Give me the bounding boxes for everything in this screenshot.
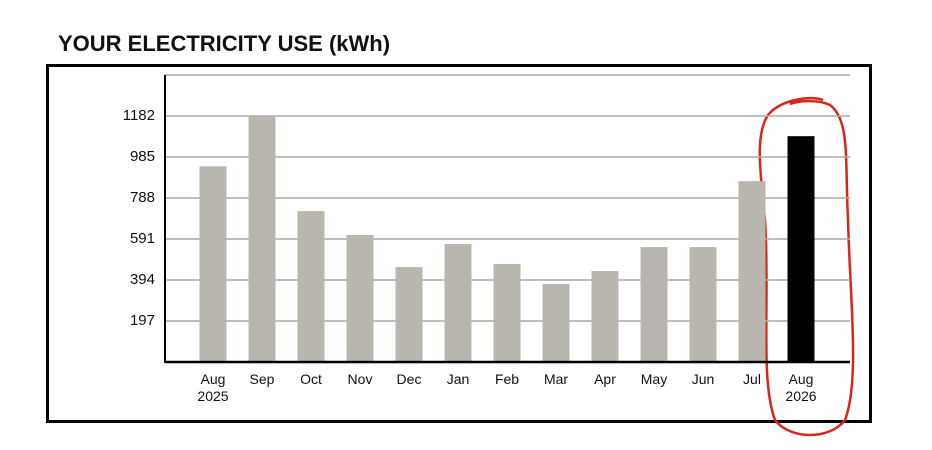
x-tick-label: Aug 2025 [197,371,229,404]
x-tick-label: Nov [347,371,373,387]
bar [689,247,717,362]
chart-frame [46,64,872,423]
y-tick-label: 591 [130,230,155,247]
bar [640,247,668,362]
bar [444,243,472,362]
x-tick-label: Feb [494,371,520,387]
bar [542,283,570,362]
x-tick-label: Dec [396,371,422,387]
bar [346,235,374,362]
x-tick-label: Jun [691,371,715,387]
y-tick-label: 788 [130,189,155,206]
bar [248,116,276,362]
bar [738,181,766,362]
x-tick-label: Oct [300,371,322,387]
x-tick-label: Jul [743,371,761,387]
y-tick-label: 394 [130,271,155,288]
y-tick-label: 985 [130,148,155,165]
y-tick-label: 197 [130,312,155,329]
bar [395,267,423,362]
x-tick-label: Sep [249,371,275,387]
x-tick-label: May [640,371,668,387]
annotation-circle [758,96,855,437]
chart-title: YOUR ELECTRICITY USE (kWh) [58,31,390,56]
bar [199,166,227,362]
bar [493,263,521,362]
y-tick-label: 1182 [123,107,155,124]
bar [591,271,619,362]
bar [787,136,815,362]
x-tick-label: Aug 2026 [785,371,817,404]
x-tick-label: Mar [543,371,569,387]
x-tick-label: Jan [446,371,470,387]
x-tick-label: Apr [594,371,616,387]
bar [297,211,325,362]
